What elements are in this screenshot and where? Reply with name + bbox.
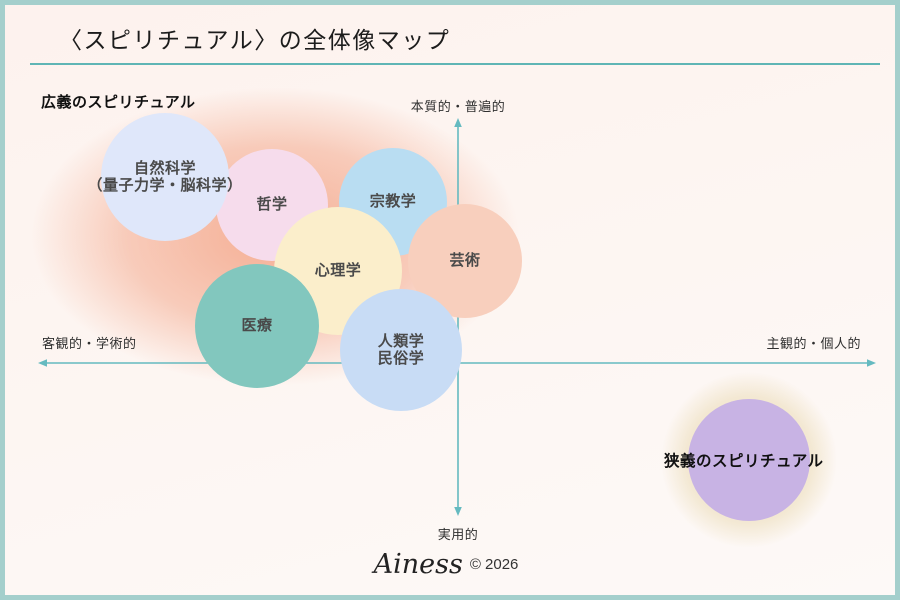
bubble-natural-science: 自然科学 （量子力学・脳科学） [88,113,242,241]
bubble-label-philosophy: 哲学 [256,196,288,214]
bubble-label-natural-science: 自然科学 （量子力学・脳科学） [87,159,243,194]
footer: Ainess © 2026 [374,551,519,578]
bubble-label-anthropology-folklore: 人類学 民俗学 [377,332,425,367]
page-title: 〈スピリチュアル〉の全体像マップ [59,27,451,53]
bubble-medicine: 医療 [195,264,319,388]
arrow-up-icon [454,118,462,127]
bubble-label-art: 芸術 [449,252,481,270]
bubble-label-medicine: 医療 [241,317,273,335]
title-divider [30,63,880,65]
bubble-label-psychology: 心理学 [314,262,362,280]
bubble-anthropology-folklore: 人類学 民俗学 [340,289,462,411]
axis-label-right: 主観的・個人的 [766,336,861,351]
bubble-label-religious-studies: 宗教学 [369,193,417,211]
axis-label-left: 客観的・学術的 [42,336,137,351]
axis-label-bottom: 実用的 [437,527,479,542]
arrow-left-icon [38,359,47,367]
axis-label-top: 本質的・普遍的 [410,99,506,114]
arrow-down-icon [454,507,462,516]
arrow-right-icon [867,359,876,367]
brand-logo: Ainess [373,549,463,580]
narrow-spiritual-label: 狭義のスピリチュアル [664,453,824,470]
copyright-text: © 2026 [469,556,519,573]
broad-spiritual-label: 広義のスピリチュアル [41,94,196,111]
